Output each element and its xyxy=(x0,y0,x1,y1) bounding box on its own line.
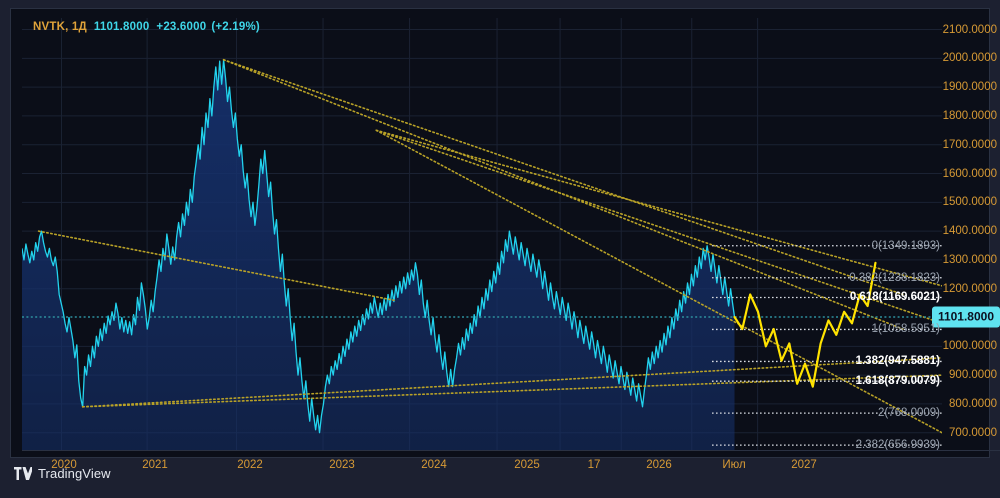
fib-label-1: 0.382(1238.1823) xyxy=(849,271,940,284)
last-price-label: 1101.8000 xyxy=(93,21,150,33)
price-axis[interactable]: 2100.0000 2000.0000 1900.0000 1800.0000 1700… xyxy=(932,18,1000,450)
price-tick-700: 700.0000 xyxy=(949,426,997,439)
fib-label-4: 1.382(947.5881) xyxy=(855,355,940,368)
resistance-2024-peak-a xyxy=(375,129,942,287)
trendlines-group xyxy=(37,58,942,434)
time-tick-2023: 2023 xyxy=(329,459,355,471)
fib-label-2: 0.618(1169.6021) xyxy=(849,291,940,304)
price-change-label: +23.6000 xyxy=(156,21,207,33)
current-price-tag: 1101.8000 xyxy=(932,307,999,327)
chart-canvas xyxy=(22,18,942,450)
tradingview-logo-text: TradingView xyxy=(38,466,111,481)
price-tick-1700: 1700.0000 xyxy=(942,138,997,151)
resistance-2020-high xyxy=(37,230,395,302)
price-area-fill xyxy=(22,59,735,450)
price-tick-1300: 1300.0000 xyxy=(942,253,997,266)
fib-label-5: 1.618(879.0079) xyxy=(855,375,940,388)
fib-label-3: 1(1058.5951) xyxy=(871,323,940,336)
time-tick-17: 17 xyxy=(587,459,601,471)
time-axis[interactable]: 2020 2021 2022 2023 2024 2025 17 2026 Июл 2027 xyxy=(22,450,1000,471)
time-tick-2026: 2026 xyxy=(646,459,672,471)
fib-label-7: 2.382(656.9939) xyxy=(855,439,940,450)
price-tick-800: 800.0000 xyxy=(949,397,997,410)
time-tick-2025: 2025 xyxy=(514,459,540,471)
tradingview-mark-icon xyxy=(14,467,32,480)
chart-legend: NVTK, 1Д 1101.8000 +23.6000 (+2.19%) xyxy=(33,21,260,33)
fib-label-6: 2(768.0009) xyxy=(877,407,940,420)
time-tick-2021: 2021 xyxy=(142,459,168,471)
time-tick-2022: 2022 xyxy=(237,459,263,471)
time-tick-2024: 2024 xyxy=(421,459,447,471)
time-tick-2020: 2020 xyxy=(51,459,77,471)
price-tick-1800: 1800.0000 xyxy=(942,109,997,122)
price-tick-1500: 1500.0000 xyxy=(942,196,997,209)
price-tick-1400: 1400.0000 xyxy=(942,225,997,238)
tradingview-logo[interactable]: TradingView xyxy=(14,466,111,481)
chart-frame: 0(1349.1893) 0.382(1238.1823) 0.618(1169.6… xyxy=(10,8,1000,471)
resistance-2024-peak-c xyxy=(375,129,942,434)
support-rising-lower xyxy=(81,374,942,408)
price-series-line xyxy=(22,59,736,434)
price-tick-2100: 2100.0000 xyxy=(942,23,997,36)
price-tick-1900: 1900.0000 xyxy=(942,81,997,94)
symbol-label[interactable]: NVTK, 1Д xyxy=(33,21,87,33)
price-change-percent-label: (+2.19%) xyxy=(211,21,260,33)
resistance-2021-peak-upper xyxy=(222,58,904,296)
time-tick-2027: 2027 xyxy=(791,459,817,471)
resistance-2024-peak-b xyxy=(375,129,942,325)
support-2020-low xyxy=(81,357,942,408)
price-tick-1000: 1000.0000 xyxy=(942,340,997,353)
price-tick-900: 900.0000 xyxy=(949,369,997,382)
time-tick-Июл: Июл xyxy=(722,459,746,471)
fib-label-0: 0(1349.1893) xyxy=(871,239,940,252)
projection-zigzag-line xyxy=(733,261,877,388)
price-tick-1200: 1200.0000 xyxy=(942,282,997,295)
chart-plot-area[interactable]: 0(1349.1893) 0.382(1238.1823) 0.618(1169.6… xyxy=(22,18,942,450)
price-tick-2000: 2000.0000 xyxy=(942,52,997,65)
price-tick-1600: 1600.0000 xyxy=(942,167,997,180)
